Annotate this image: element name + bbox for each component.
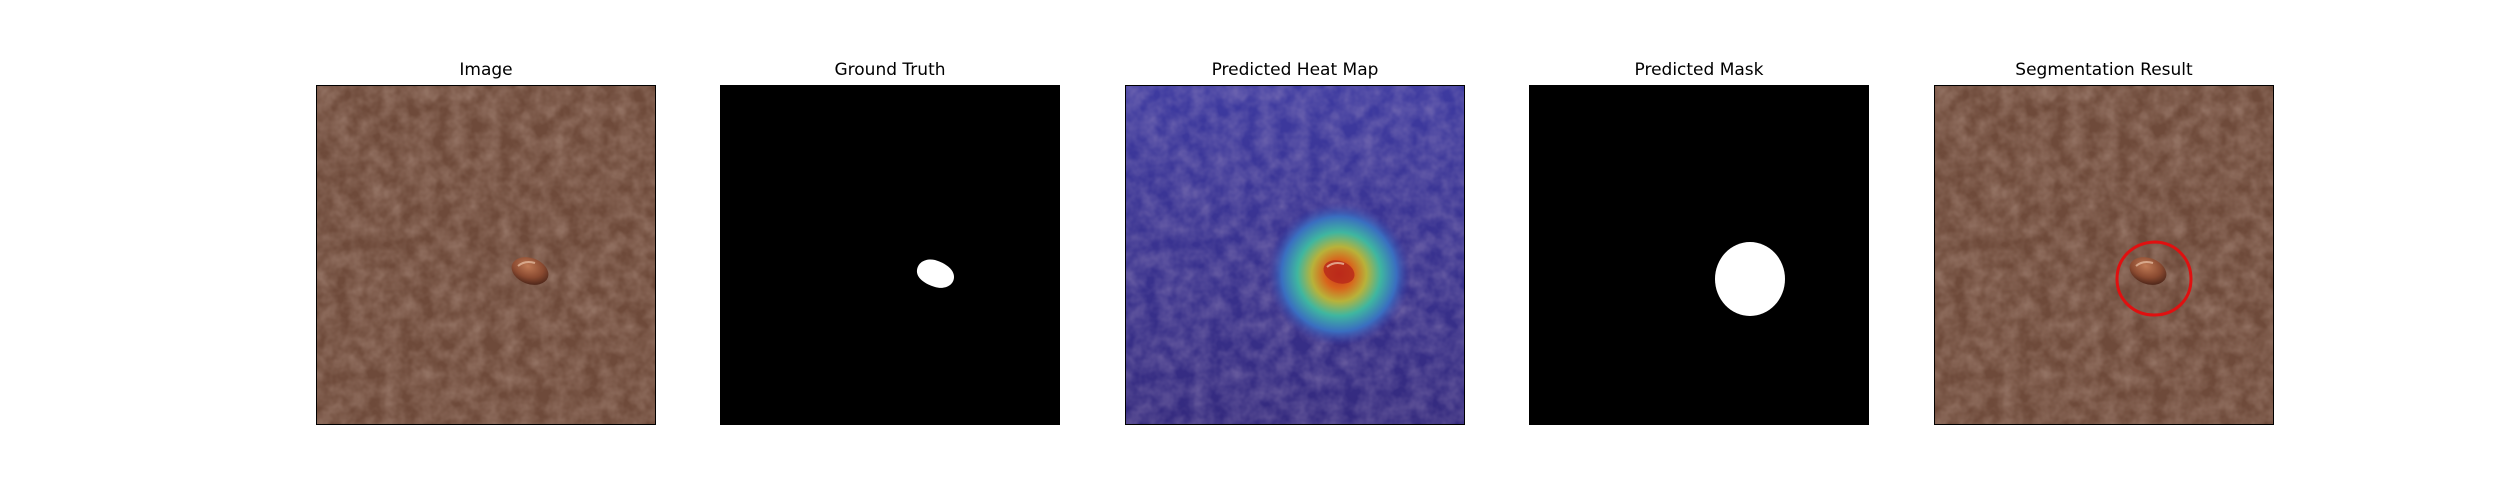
image-frame [316, 85, 656, 425]
panel-predicted-mask: Predicted Mask [1529, 0, 1869, 500]
panel-title: Segmentation Result [2015, 60, 2193, 80]
predicted-region [1715, 242, 1785, 316]
heatmap-frame [1125, 85, 1465, 425]
segmentation-frame [1934, 85, 2274, 425]
panel-title: Predicted Mask [1634, 60, 1764, 80]
segmentation-image [1935, 86, 2273, 424]
panel-title: Ground Truth [834, 60, 946, 80]
predicted-mask-frame [1529, 85, 1869, 425]
panel-title: Image [459, 60, 513, 80]
panel-ground-truth: Ground Truth [720, 0, 1060, 500]
heatmap-image [1126, 86, 1464, 424]
panel-title: Predicted Heat Map [1211, 60, 1379, 80]
ground-truth-mask [721, 86, 1059, 424]
predicted-mask [1530, 86, 1868, 424]
defect-region [916, 259, 954, 288]
segmentation-contour [2115, 240, 2193, 317]
ground-truth-frame [720, 85, 1060, 425]
panel-segmentation: Segmentation Result [1934, 0, 2274, 500]
panel-image: Image [316, 0, 656, 500]
leather-image [317, 86, 655, 424]
panel-heatmap: Predicted Heat Map [1125, 0, 1465, 500]
